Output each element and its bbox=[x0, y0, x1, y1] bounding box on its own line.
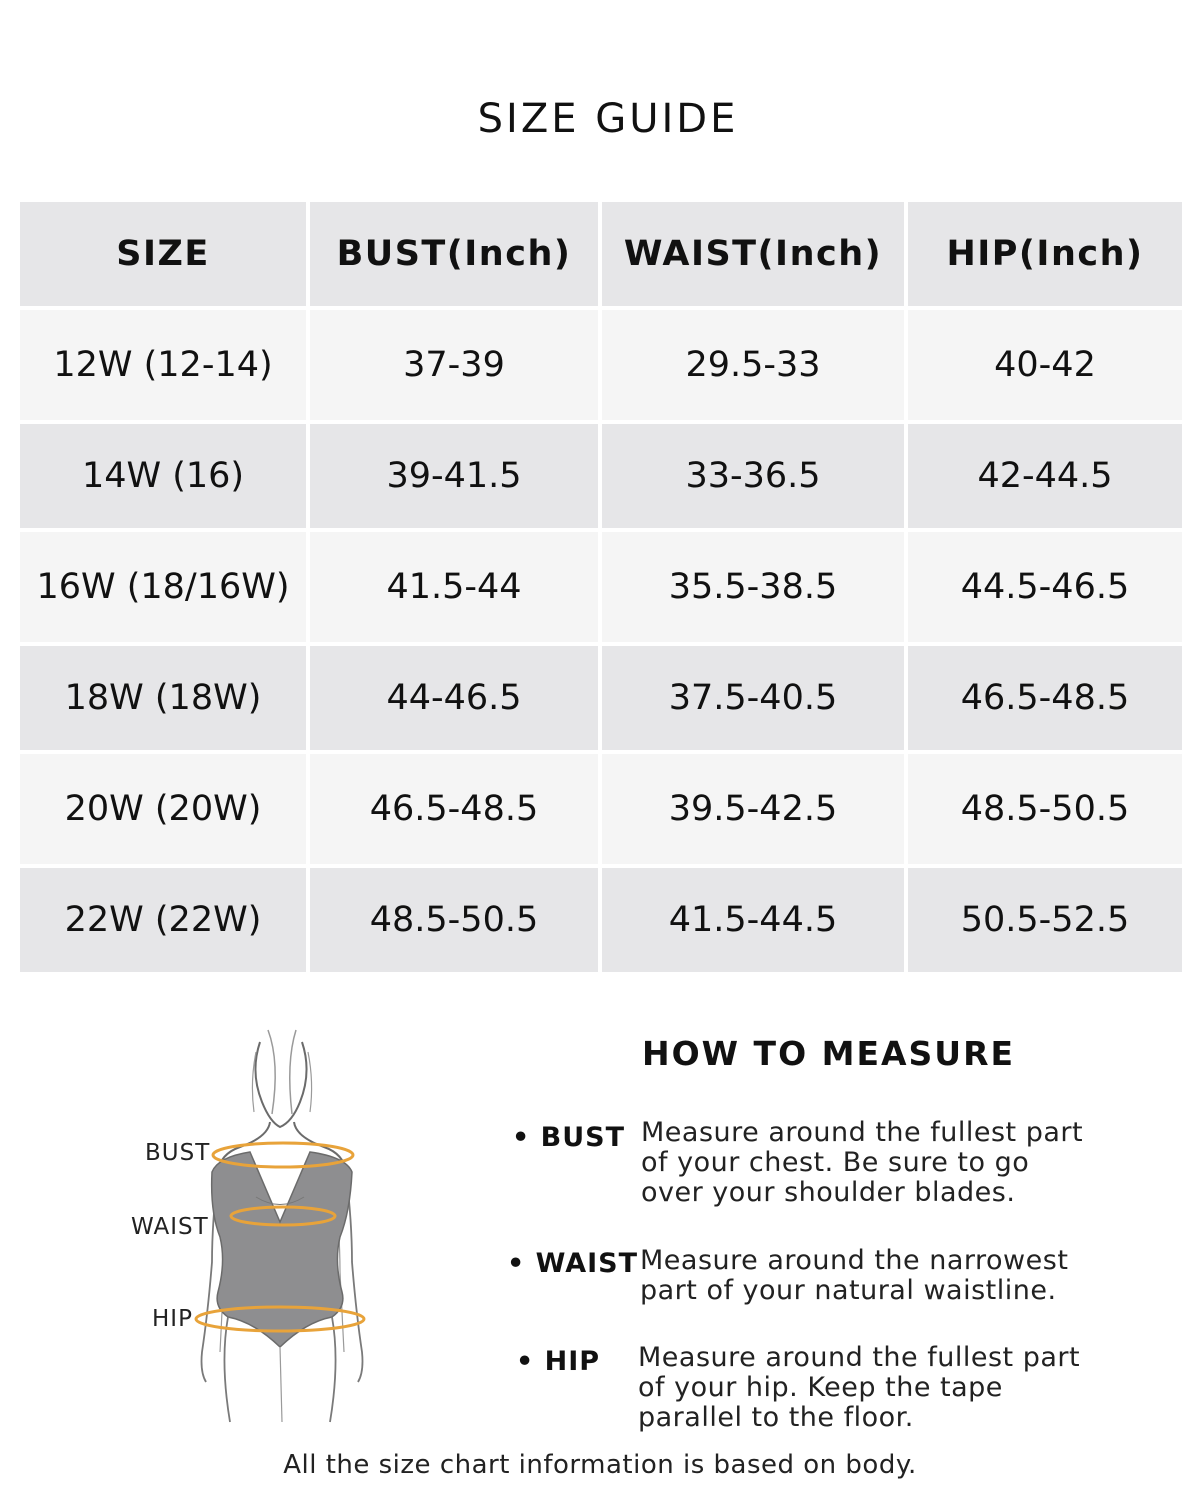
desc-line: of your hip. Keep the tape bbox=[638, 1372, 1003, 1403]
table-header-row: SIZE BUST(Inch) WAIST(Inch) HIP(Inch) bbox=[20, 202, 1182, 306]
body-silhouette-illustration bbox=[194, 1029, 366, 1423]
cell-bust: 44-46.5 bbox=[310, 646, 598, 750]
cell-hip: 46.5-48.5 bbox=[908, 646, 1182, 750]
cell-bust: 41.5-44 bbox=[310, 532, 598, 642]
cell-hip: 42-44.5 bbox=[908, 424, 1182, 528]
table-row: 20W (20W) 46.5-48.5 39.5-42.5 48.5-50.5 bbox=[20, 754, 1182, 864]
desc-line: of your chest. Be sure to go bbox=[641, 1147, 1030, 1178]
measure-desc-bust: Measure around the fullest part of your … bbox=[641, 1118, 1083, 1208]
desc-line: over your shoulder blades. bbox=[641, 1177, 1016, 1208]
cell-hip: 50.5-52.5 bbox=[908, 868, 1182, 972]
cell-bust: 37-39 bbox=[310, 310, 598, 420]
cell-hip: 40-42 bbox=[908, 310, 1182, 420]
page-title: SIZE GUIDE bbox=[477, 96, 739, 142]
figure-label-hip: HIP bbox=[152, 1306, 193, 1332]
cell-size: 20W (20W) bbox=[20, 754, 306, 864]
cell-hip: 44.5-46.5 bbox=[908, 532, 1182, 642]
cell-waist: 39.5-42.5 bbox=[602, 754, 904, 864]
desc-line: Measure around the narrowest bbox=[640, 1245, 1069, 1276]
how-to-measure-title: HOW TO MEASURE bbox=[642, 1034, 1016, 1073]
cell-bust: 46.5-48.5 bbox=[310, 754, 598, 864]
desc-line: Measure around the fullest part bbox=[638, 1342, 1081, 1373]
cell-hip: 48.5-50.5 bbox=[908, 754, 1182, 864]
table-row: 12W (12-14) 37-39 29.5-33 40-42 bbox=[20, 310, 1182, 420]
cell-bust: 39-41.5 bbox=[310, 424, 598, 528]
footnote: All the size chart information is based … bbox=[283, 1450, 917, 1480]
table-row: 16W (18/16W) 41.5-44 35.5-38.5 44.5-46.5 bbox=[20, 532, 1182, 642]
header-waist: WAIST(Inch) bbox=[602, 202, 904, 306]
cell-size: 16W (18/16W) bbox=[20, 532, 306, 642]
hip-tape bbox=[194, 1305, 366, 1333]
measure-label-waist: • WAIST bbox=[507, 1248, 639, 1279]
desc-line: parallel to the floor. bbox=[638, 1402, 914, 1433]
body-figure bbox=[120, 1022, 440, 1432]
bust-tape bbox=[211, 1141, 355, 1169]
cell-size: 12W (12-14) bbox=[20, 310, 306, 420]
header-hip: HIP(Inch) bbox=[908, 202, 1182, 306]
table-row: 18W (18W) 44-46.5 37.5-40.5 46.5-48.5 bbox=[20, 646, 1182, 750]
desc-line: part of your natural waistline. bbox=[640, 1275, 1057, 1306]
measure-desc-hip: Measure around the fullest part of your … bbox=[638, 1343, 1080, 1433]
cell-size: 18W (18W) bbox=[20, 646, 306, 750]
figure-label-bust: BUST bbox=[145, 1140, 211, 1166]
cell-waist: 29.5-33 bbox=[602, 310, 904, 420]
cell-size: 14W (16) bbox=[20, 424, 306, 528]
cell-waist: 37.5-40.5 bbox=[602, 646, 904, 750]
table-row: 22W (22W) 48.5-50.5 41.5-44.5 50.5-52.5 bbox=[20, 868, 1182, 972]
header-bust: BUST(Inch) bbox=[310, 202, 598, 306]
measure-label-bust: • BUST bbox=[512, 1122, 626, 1153]
cell-waist: 35.5-38.5 bbox=[602, 532, 904, 642]
swimsuit-shape bbox=[210, 1151, 353, 1349]
cell-bust: 48.5-50.5 bbox=[310, 868, 598, 972]
cell-size: 22W (22W) bbox=[20, 868, 306, 972]
size-table: SIZE BUST(Inch) WAIST(Inch) HIP(Inch) 12… bbox=[20, 202, 1182, 976]
measure-label-hip: • HIP bbox=[516, 1346, 601, 1377]
header-size: SIZE bbox=[20, 202, 306, 306]
desc-line: Measure around the fullest part bbox=[641, 1117, 1084, 1148]
measure-desc-waist: Measure around the narrowest part of you… bbox=[640, 1246, 1068, 1306]
waist-tape bbox=[229, 1205, 337, 1227]
table-row: 14W (16) 39-41.5 33-36.5 42-44.5 bbox=[20, 424, 1182, 528]
cell-waist: 33-36.5 bbox=[602, 424, 904, 528]
cell-waist: 41.5-44.5 bbox=[602, 868, 904, 972]
figure-label-waist: WAIST bbox=[131, 1214, 209, 1240]
